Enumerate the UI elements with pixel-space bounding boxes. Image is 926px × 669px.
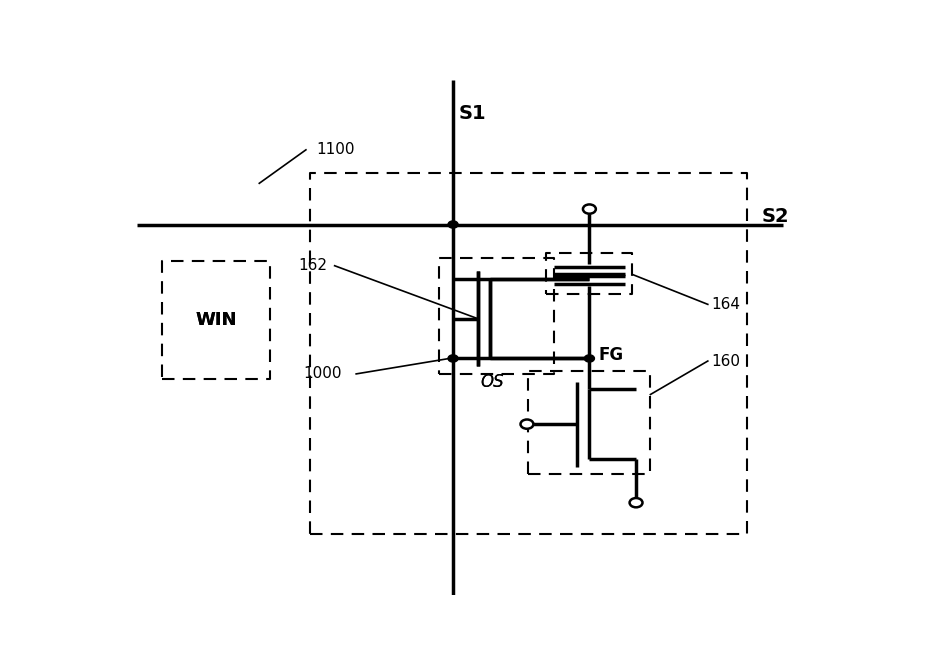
Text: 164: 164	[711, 297, 741, 312]
Text: OS: OS	[481, 373, 505, 391]
Text: S2: S2	[761, 207, 789, 226]
Circle shape	[448, 355, 458, 362]
Text: OS: OS	[481, 373, 505, 391]
Text: 1000: 1000	[304, 367, 342, 381]
Text: S1: S1	[458, 104, 486, 123]
Text: 162: 162	[298, 258, 328, 273]
Text: WIN: WIN	[195, 311, 237, 329]
Text: 1100: 1100	[317, 142, 356, 157]
Circle shape	[583, 205, 595, 213]
Circle shape	[630, 498, 643, 507]
Circle shape	[448, 221, 458, 228]
Text: FG: FG	[598, 346, 623, 364]
Circle shape	[520, 419, 533, 429]
Text: WIN: WIN	[195, 311, 237, 329]
Circle shape	[584, 355, 594, 362]
Text: 160: 160	[711, 353, 741, 369]
